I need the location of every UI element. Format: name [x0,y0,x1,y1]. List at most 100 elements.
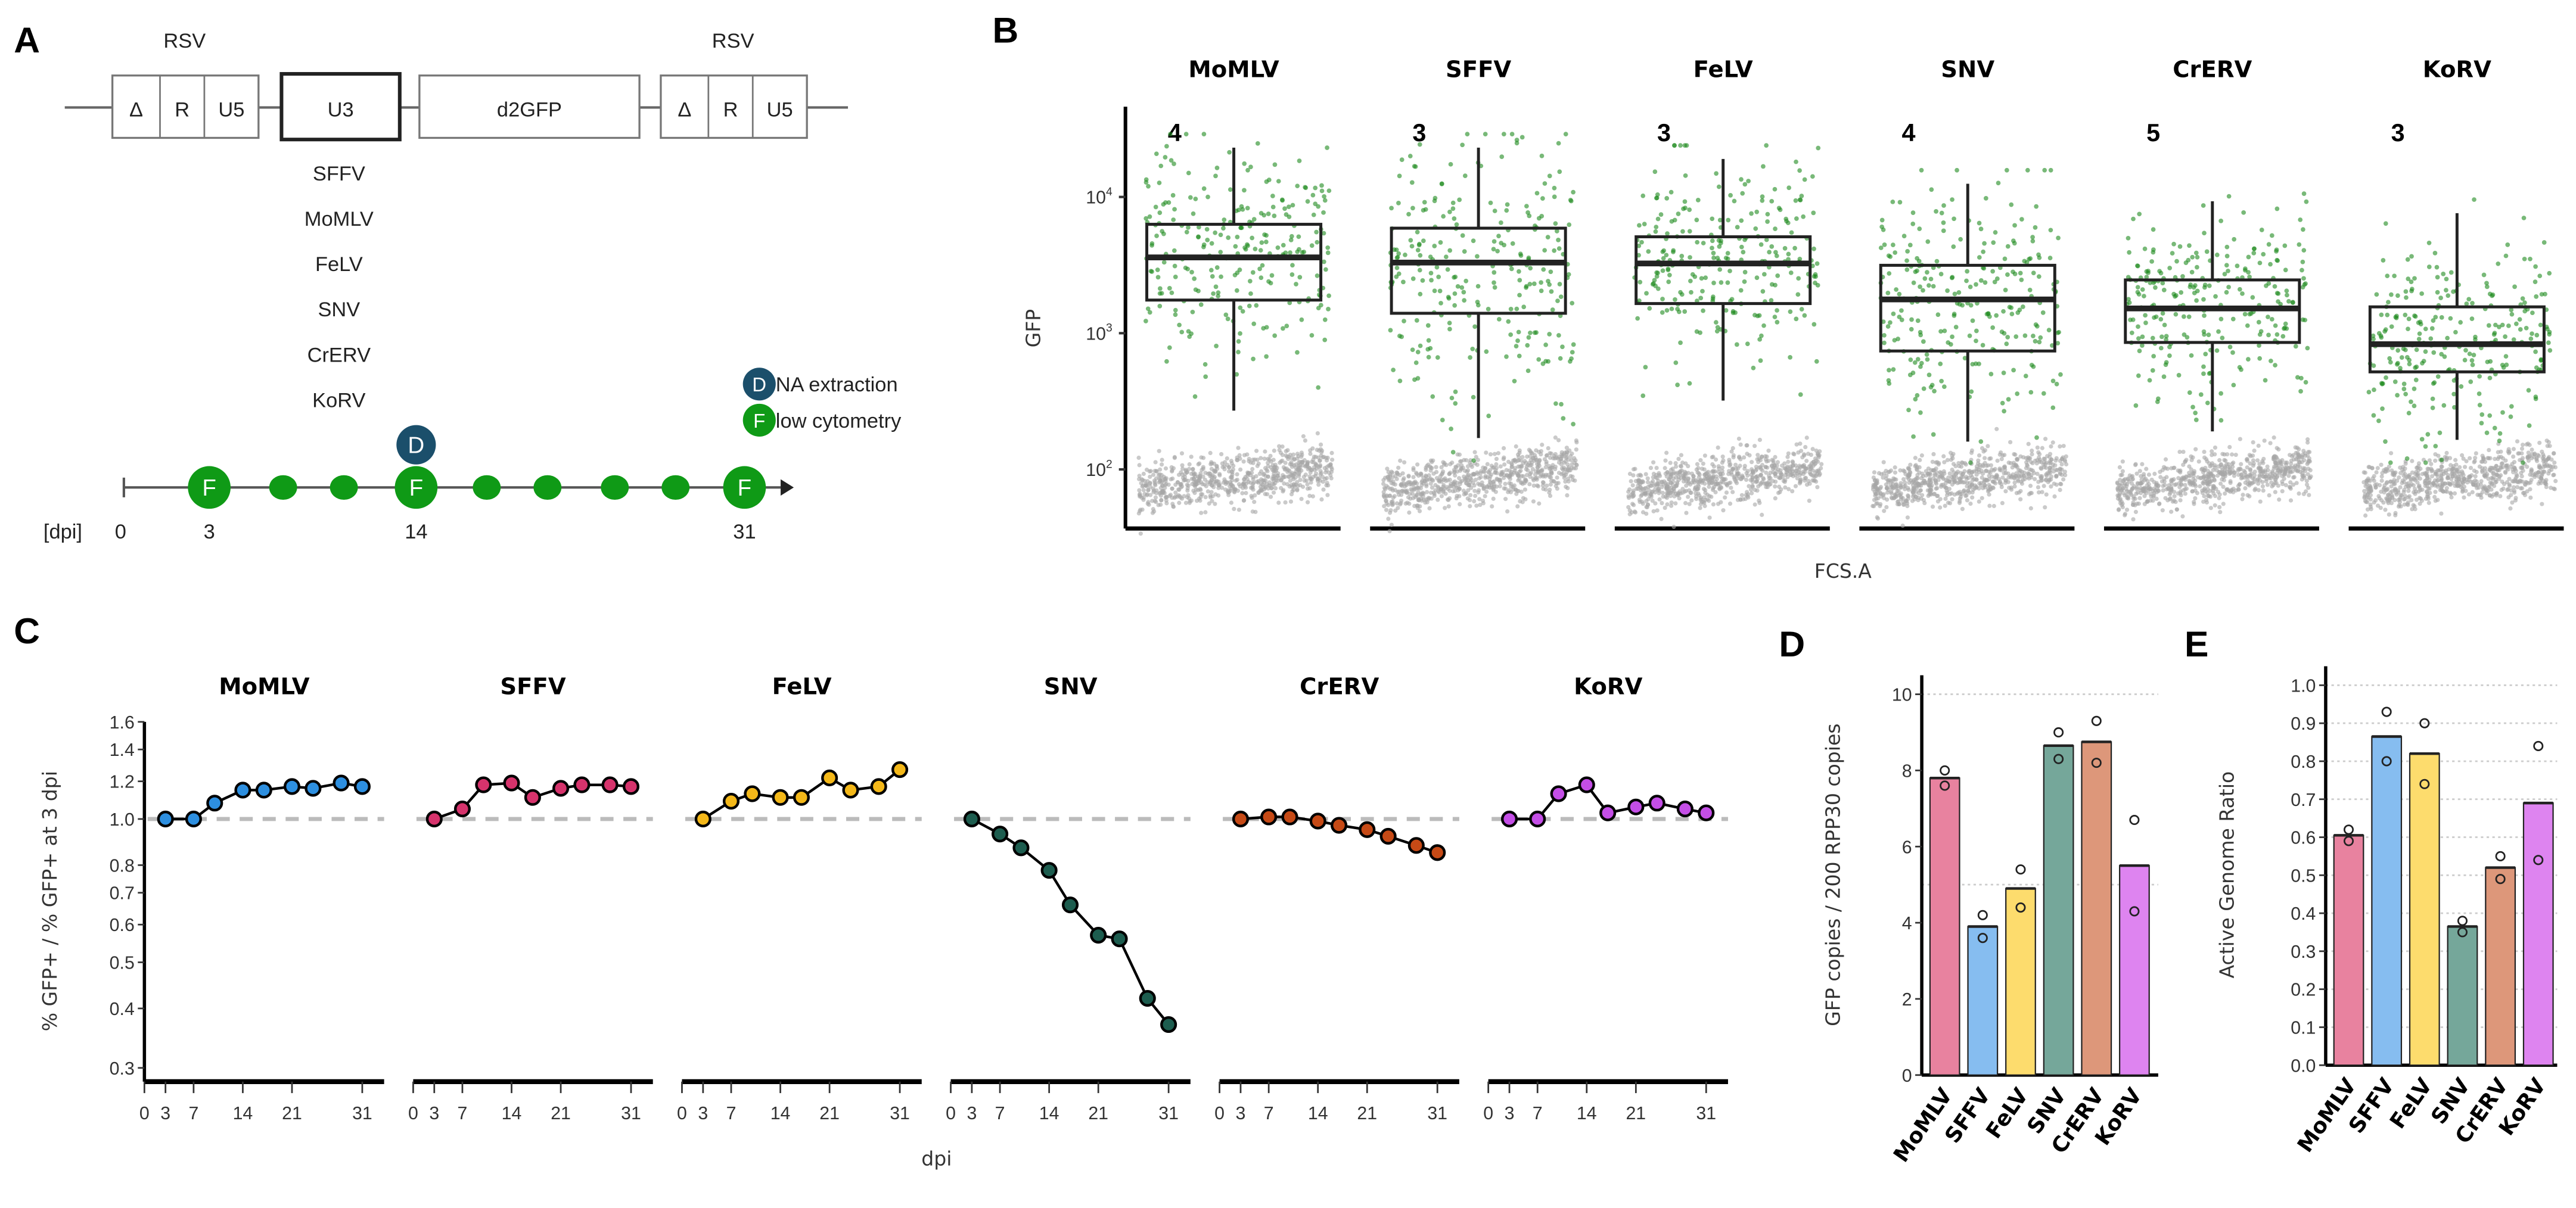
gfp-positive-event [1167,285,1172,291]
gfp-positive-event [2148,280,2153,285]
gfp-positive-event [1678,340,1683,345]
gfp-positive-event [1322,194,1326,199]
gfp-negative-event [2158,475,2163,480]
gfp-negative-event [1730,490,1735,494]
gfp-positive-event [1960,303,1965,308]
gfp-negative-event [1960,460,1965,465]
gfp-negative-event [1188,499,1192,504]
gfp-positive-event [1294,282,1298,287]
gfp-negative-event [1970,495,1975,500]
gfp-negative-event [2053,458,2058,463]
gfp-positive-event [1797,197,1803,203]
gfp-negative-event [1946,500,1951,505]
gfp-positive-event [1668,189,1674,195]
gfp-positive-event [2226,285,2231,289]
gfp-negative-event [1761,476,1766,481]
gfp-negative-event [1315,431,1320,436]
gfp-negative-event [1573,478,1577,483]
gfp-negative-event [1145,492,1149,497]
gfp-positive-event [1801,214,1806,219]
gfp-negative-event [1495,477,1500,482]
gfp-negative-event [2214,486,2218,491]
gfp-negative-event [1750,484,1755,488]
gfp-negative-event [1289,462,1294,467]
gfp-positive-event [1918,410,1923,415]
gfp-negative-event [1522,487,1527,492]
gfp-negative-event [1626,489,1631,494]
gfp-positive-event [2015,391,2020,396]
gfp-negative-event [2187,471,2192,475]
gfp-negative-event [1136,511,1141,516]
gfp-positive-event [1542,248,1548,253]
gfp-negative-event [2202,494,2207,499]
gfp-negative-event [1905,503,1910,509]
gfp-positive-event [1925,357,1930,362]
gfp-positive-event [1172,263,1177,269]
gfp-negative-event [1872,504,1876,509]
gfp-negative-event [1229,486,1234,491]
replicate-count-label: 3 [1412,119,1426,147]
gfp-negative-event [1148,474,1152,480]
gfp-negative-event [1173,490,1178,495]
replicate-count-label: 3 [1657,119,1671,147]
gfp-positive-event [2030,238,2036,244]
gfp-negative-event [1172,454,1177,459]
gfp-negative-event [1972,477,1977,482]
facet-title: SNV [1941,57,1994,83]
gfp-positive-event [1996,180,2001,186]
gfp-negative-event [1901,502,1906,508]
gfp-positive-event [1899,308,1904,313]
gfp-positive-event [1325,145,1329,150]
y-axis-label: GFP [1021,309,1045,348]
gfp-positive-event [1420,278,1425,283]
gfp-positive-event [1560,344,1565,350]
gfp-negative-event [1758,458,1763,463]
gfp-negative-event [1677,472,1682,477]
gfp-positive-event [1813,272,1818,277]
gfp-positive-event [1425,323,1431,328]
replicate-count-label: 3 [2391,119,2405,147]
gfp-positive-event [1415,229,1420,235]
gfp-positive-event [1942,328,1947,334]
gfp-positive-event [2140,334,2145,340]
gfp-negative-event [1561,454,1565,459]
gfp-negative-event [1703,490,1708,496]
gfp-positive-event [1295,183,1300,189]
promoter-label: MoMLV [304,208,374,231]
gfp-negative-event [1540,483,1546,488]
gfp-positive-event [1325,245,1331,250]
gfp-negative-event [1950,456,1955,460]
gfp-positive-event [2146,270,2151,275]
gfp-positive-event [1909,317,1914,322]
gfp-positive-event [1446,294,1451,300]
gfp-positive-event [1725,256,1730,261]
gfp-negative-event [1139,477,1144,482]
gfp-positive-event [1432,244,1437,248]
ltr-segment-label: U5 [218,99,244,122]
gfp-positive-event [1247,279,1253,284]
gfp-negative-event [1461,488,1466,493]
gfp-negative-event [2144,466,2149,471]
gfp-negative-event [2215,473,2220,478]
gfp-negative-event [1324,458,1329,463]
gfp-negative-event [1520,500,1525,505]
gfp-negative-event [1556,481,1561,485]
facet-title: CrERV [2173,57,2252,83]
gfp-negative-event [1565,493,1570,498]
gfp-positive-event [1901,233,1907,239]
gfp-negative-event [1550,456,1556,460]
gfp-negative-event [2389,451,2394,456]
gfp-positive-event [1213,284,1219,289]
gfp-negative-event [1963,493,1968,498]
gfp-positive-event [2048,228,2053,233]
gfp-negative-event [1266,463,1270,469]
gfp-positive-event [1450,450,1456,454]
gfp-positive-event [2283,321,2288,326]
gfp-negative-event [1153,460,1158,465]
gfp-negative-event [1213,502,1217,506]
gfp-positive-event [1938,272,1944,277]
gfp-negative-event [1945,490,1950,495]
gfp-positive-event [1571,189,1576,195]
flow-legend-text: low cytometry [776,410,902,432]
gfp-negative-event [1220,461,1225,466]
